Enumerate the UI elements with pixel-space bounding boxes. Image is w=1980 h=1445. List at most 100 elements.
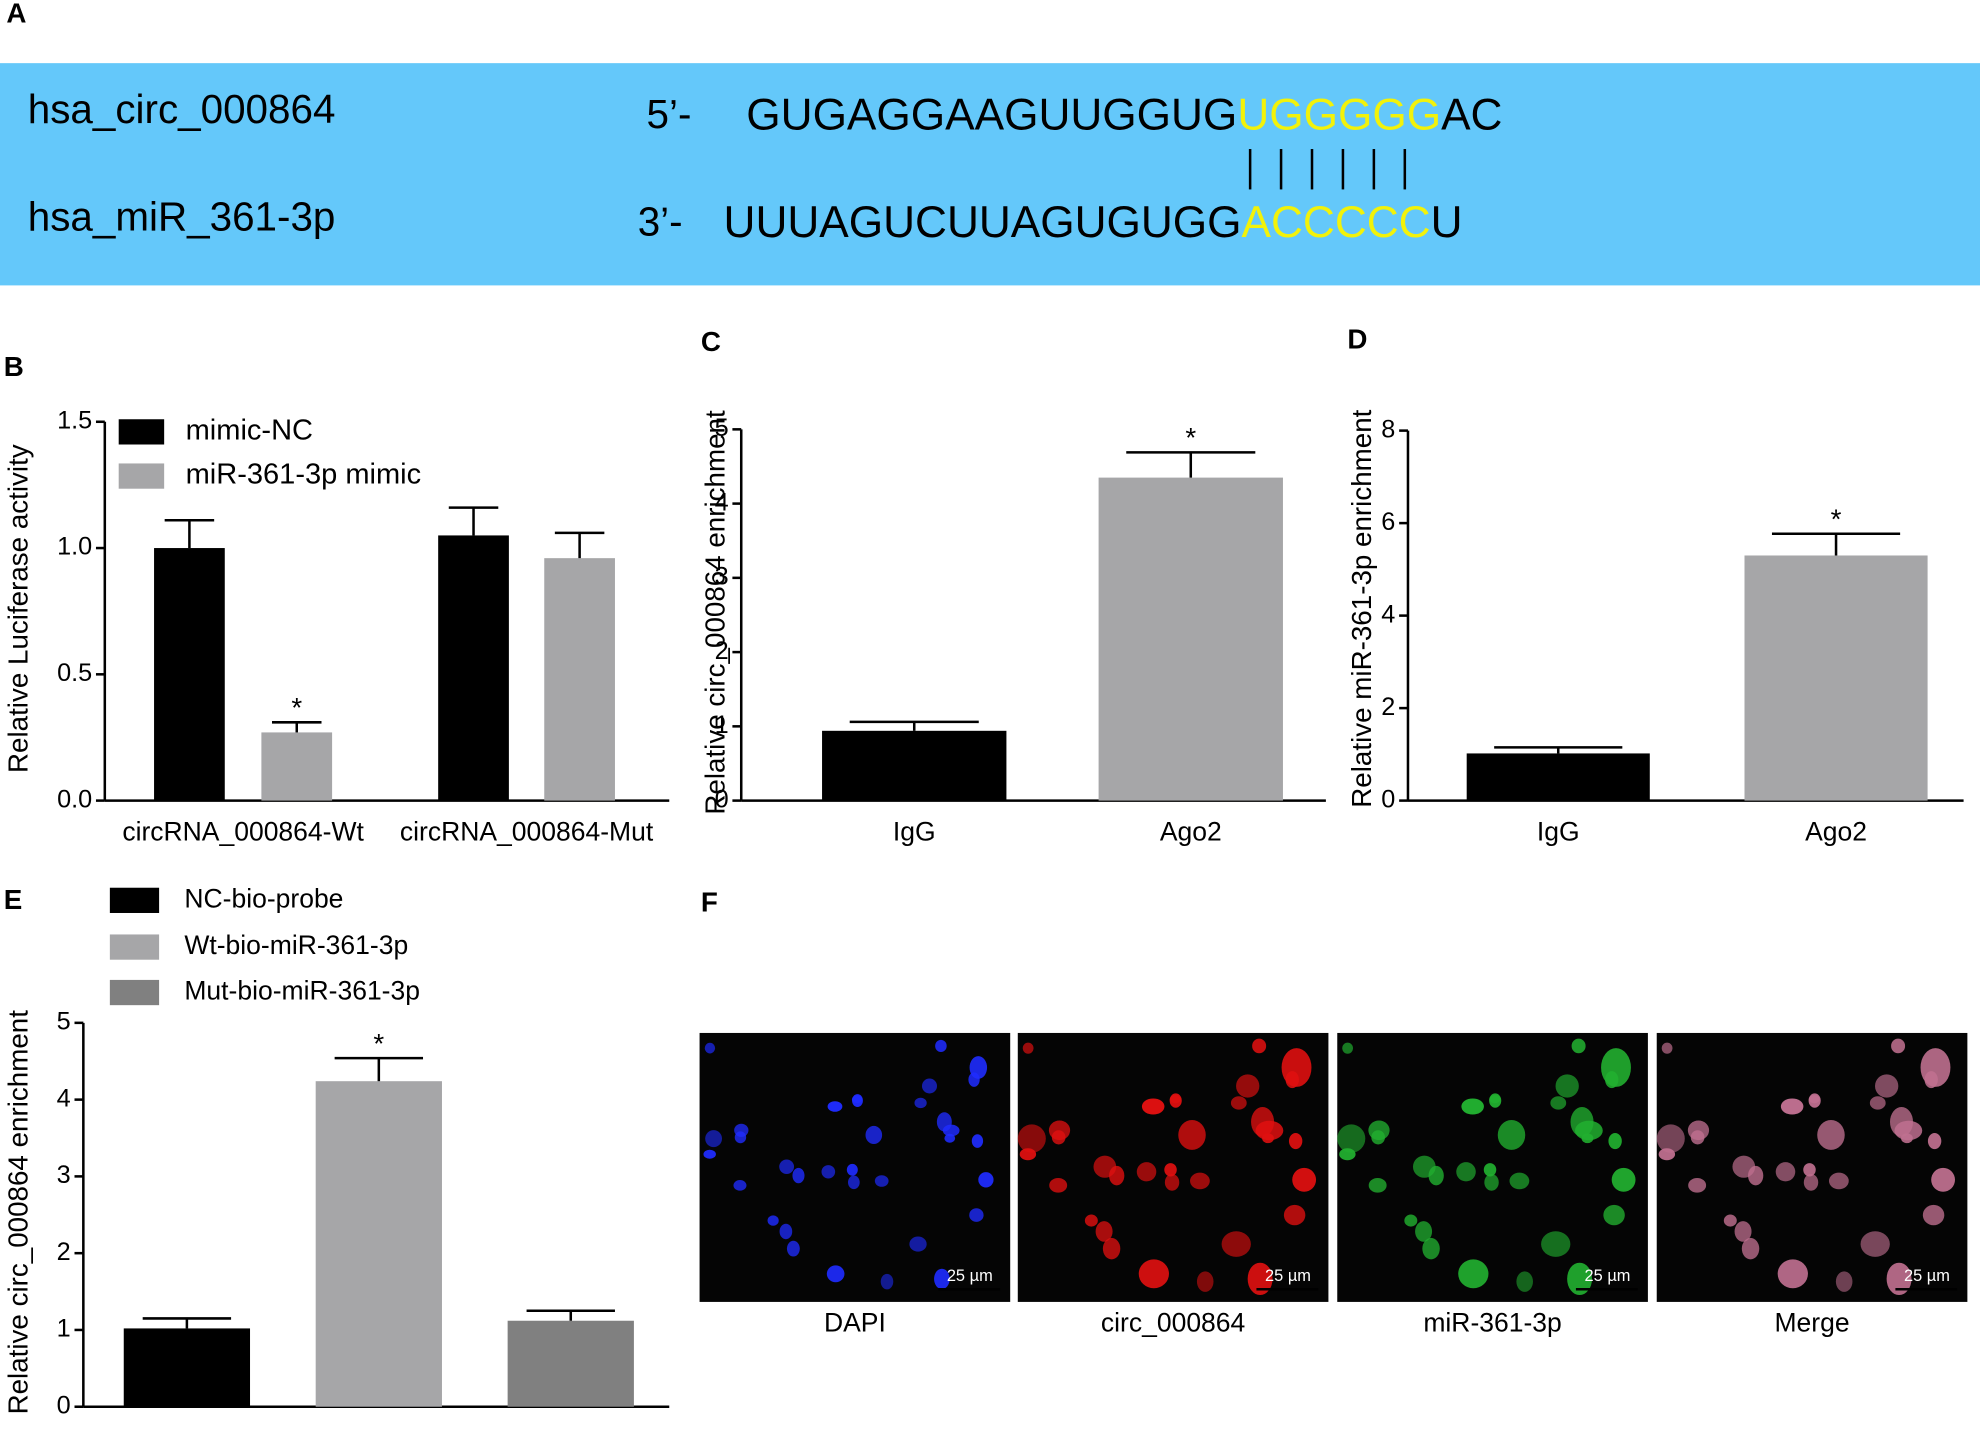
cell bbox=[1828, 1172, 1849, 1190]
x-tick-label: IgG bbox=[893, 816, 936, 846]
cell bbox=[1734, 1221, 1752, 1242]
legend-label: mimic-NC bbox=[186, 415, 313, 447]
cell bbox=[1371, 1130, 1385, 1145]
panel-label: D bbox=[1347, 323, 1367, 354]
cell bbox=[1138, 1259, 1169, 1289]
significance-marker: * bbox=[373, 1028, 384, 1059]
cell bbox=[1230, 1096, 1247, 1110]
y-axis-label: Relative circ_000864 enrichment bbox=[3, 1010, 34, 1415]
cell bbox=[1509, 1172, 1530, 1190]
y-tick-label: 6 bbox=[1381, 508, 1395, 536]
legend-swatch bbox=[109, 934, 160, 960]
cell bbox=[1661, 1042, 1673, 1054]
panel-label: F bbox=[701, 886, 718, 917]
cell bbox=[1875, 1074, 1899, 1098]
cell bbox=[705, 1130, 723, 1148]
cell bbox=[1927, 1132, 1942, 1150]
y-tick-label: 2 bbox=[57, 1238, 71, 1266]
cell bbox=[1803, 1163, 1816, 1177]
image-label: Merge bbox=[1774, 1308, 1849, 1338]
y-axis-label: Relative miR-361-3p enrichment bbox=[1346, 409, 1377, 807]
cell bbox=[968, 1072, 980, 1087]
scale-bar-label: 25 µm bbox=[1585, 1267, 1631, 1285]
cell bbox=[1777, 1259, 1808, 1289]
cell bbox=[1869, 1096, 1886, 1110]
bar bbox=[438, 535, 509, 801]
cell bbox=[1292, 1167, 1317, 1192]
y-tick-label: 0.5 bbox=[57, 659, 92, 687]
cell bbox=[1247, 1262, 1273, 1296]
significance-marker: * bbox=[291, 692, 302, 723]
legend-swatch bbox=[118, 463, 165, 489]
sequence-part: U bbox=[1431, 197, 1463, 246]
cell bbox=[786, 1240, 800, 1257]
bar bbox=[261, 732, 333, 801]
error-bar bbox=[1126, 451, 1256, 478]
legend-label: Wt-bio-miR-361-3p bbox=[184, 930, 408, 960]
cell bbox=[921, 1078, 938, 1094]
cell bbox=[1690, 1130, 1705, 1145]
y-tick-label: 1 bbox=[57, 1315, 71, 1343]
cell bbox=[1458, 1259, 1489, 1289]
cell bbox=[1860, 1231, 1890, 1257]
cell bbox=[1931, 1167, 1956, 1192]
cell bbox=[909, 1236, 927, 1252]
cell bbox=[1541, 1231, 1571, 1257]
cell bbox=[1141, 1098, 1165, 1115]
cell bbox=[1288, 1132, 1303, 1150]
cell bbox=[1412, 1155, 1436, 1178]
legend-swatch bbox=[109, 887, 160, 913]
cell bbox=[852, 1094, 863, 1107]
sequence-part: UUUAGUCUUAGUGUGG bbox=[724, 197, 1242, 246]
x-tick-label: circRNA_000864-Wt bbox=[122, 816, 364, 846]
cell bbox=[1484, 1173, 1499, 1191]
cell bbox=[1567, 1262, 1593, 1296]
error-bar bbox=[526, 1309, 615, 1321]
cell bbox=[792, 1167, 805, 1184]
cell bbox=[1084, 1214, 1098, 1227]
cell bbox=[1489, 1093, 1502, 1108]
image-label: miR-361-3p bbox=[1423, 1308, 1561, 1338]
cell bbox=[1221, 1231, 1251, 1257]
cell bbox=[914, 1097, 927, 1109]
cell bbox=[703, 1149, 716, 1159]
cell bbox=[1136, 1162, 1157, 1182]
cell bbox=[1570, 1106, 1594, 1137]
y-tick-label: 2 bbox=[1381, 693, 1395, 721]
cell bbox=[1368, 1178, 1387, 1193]
cell bbox=[1422, 1237, 1440, 1260]
panel-label: B bbox=[4, 351, 24, 382]
sequence: UUUAGUCUUAGUGUGGACCCCCU bbox=[724, 197, 1463, 246]
cell bbox=[1337, 1124, 1366, 1153]
image-label: circ_000864 bbox=[1101, 1308, 1245, 1338]
cell bbox=[847, 1175, 860, 1190]
cell bbox=[1251, 1106, 1275, 1137]
cell bbox=[1608, 1132, 1622, 1150]
y-tick-label: 0.0 bbox=[57, 785, 92, 813]
cell bbox=[1732, 1155, 1756, 1178]
cell bbox=[1051, 1130, 1066, 1145]
cell bbox=[1017, 1124, 1046, 1153]
bar bbox=[1466, 753, 1650, 801]
cell bbox=[1252, 1038, 1267, 1054]
cell bbox=[1095, 1221, 1113, 1242]
cell bbox=[1891, 1038, 1906, 1054]
cell bbox=[1924, 1071, 1938, 1089]
cell bbox=[1178, 1120, 1206, 1150]
cell bbox=[978, 1172, 994, 1188]
cell bbox=[826, 1265, 845, 1283]
y-tick-label: 3 bbox=[57, 1161, 71, 1189]
cell bbox=[1196, 1271, 1214, 1292]
scale-bar-label: 25 µm bbox=[1904, 1267, 1950, 1285]
cell bbox=[1164, 1173, 1180, 1191]
cell bbox=[1922, 1204, 1945, 1226]
cell bbox=[779, 1223, 793, 1240]
cell bbox=[936, 1112, 952, 1132]
bar bbox=[315, 1081, 442, 1407]
y-tick-label: 4 bbox=[715, 488, 729, 516]
bar bbox=[154, 548, 225, 801]
sequence-name: hsa_circ_000864 bbox=[28, 86, 336, 132]
cell bbox=[1886, 1262, 1912, 1296]
